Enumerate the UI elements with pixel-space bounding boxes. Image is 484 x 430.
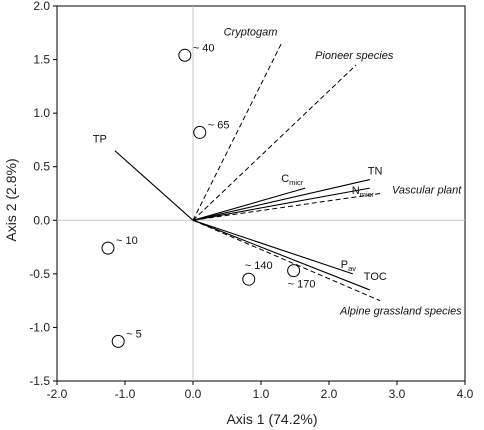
y-tick-label: -1.0 — [29, 320, 50, 334]
dashed-vector-pioneer-species — [192, 64, 357, 221]
vector-toc — [192, 219, 371, 291]
x-tick-label: 0.0 — [185, 387, 202, 401]
x-axis-ticks: -2.0 -1.0 0.0 1.0 2.0 3.0 4.0 — [47, 381, 474, 401]
y-tick-label: 0.5 — [33, 160, 50, 174]
x-tick-label: 2.0 — [321, 387, 338, 401]
vector-label-p-av: Pav — [341, 259, 357, 273]
y-axis-ticks: -1.5 -1.0 -0.5 0.0 0.5 1.0 1.5 2.0 — [29, 0, 57, 388]
vector-label-tp: TP — [93, 134, 107, 146]
y-tick-label: -1.5 — [29, 374, 50, 388]
sample-points: ~ 40 ~ 65 ~ 10 ~ 5 ~ 140 ~ 170 — [101, 42, 316, 348]
sample-point — [111, 334, 125, 348]
sample-point-label: ~ 65 — [208, 119, 230, 131]
zero-lines — [57, 6, 465, 381]
x-tick-label: 3.0 — [389, 387, 406, 401]
sample-point-label: ~ 170 — [288, 279, 316, 291]
y-tick-label: 1.5 — [33, 53, 50, 67]
vector-tp — [114, 150, 194, 221]
dashed-vector-label-vascular-plant: Vascular plant — [392, 185, 462, 197]
y-axis-title: Axis 2 (2.8%) — [3, 158, 19, 241]
dashed-vector-label-pioneer-species: Pioneer species — [315, 50, 394, 62]
sample-point — [287, 264, 301, 278]
sample-point — [193, 125, 207, 139]
sample-point — [178, 48, 192, 62]
vector-label-n-micr: Nmicr — [352, 185, 375, 199]
x-axis-title: Axis 1 (74.2%) — [226, 411, 317, 427]
dashed-vector-alpine-grassland-species — [192, 219, 381, 302]
x-tick-label: -2.0 — [47, 387, 68, 401]
sample-point — [242, 272, 256, 286]
vector-label-toc: TOC — [364, 271, 387, 283]
vector-label-tn: TN — [368, 166, 383, 178]
sample-point-label: ~ 140 — [245, 260, 273, 272]
x-tick-label: 4.0 — [457, 387, 474, 401]
sample-point-label: ~ 10 — [116, 235, 138, 247]
sample-point — [101, 241, 115, 255]
vector-label-c-micr: Cmicr — [281, 173, 304, 187]
dashed-vector-cryptogam — [192, 43, 282, 221]
y-tick-label: 1.0 — [33, 106, 50, 120]
dashed-vector-label-alpine-grassland-species: Alpine grassland species — [339, 306, 462, 318]
dashed-vector-label-cryptogam: Cryptogam — [224, 27, 278, 39]
x-tick-label: 1.0 — [253, 387, 270, 401]
sample-point-label: ~ 5 — [126, 328, 142, 340]
vector-c-micr — [192, 187, 306, 221]
y-tick-label: 2.0 — [33, 0, 50, 13]
vector-n-micr — [192, 187, 370, 221]
y-tick-label: -0.5 — [29, 267, 50, 281]
sample-point-label: ~ 40 — [193, 42, 215, 54]
y-tick-label: 0.0 — [33, 213, 50, 227]
vectors: TP TN Cmicr Nmicr Pav TOC Cryptogam Pioneer spe… — [93, 27, 463, 318]
vector-p-av — [192, 219, 353, 275]
dashed-vector-vascular-plant — [192, 193, 381, 221]
vector-tn — [192, 179, 370, 221]
x-tick-label: -1.0 — [115, 387, 136, 401]
